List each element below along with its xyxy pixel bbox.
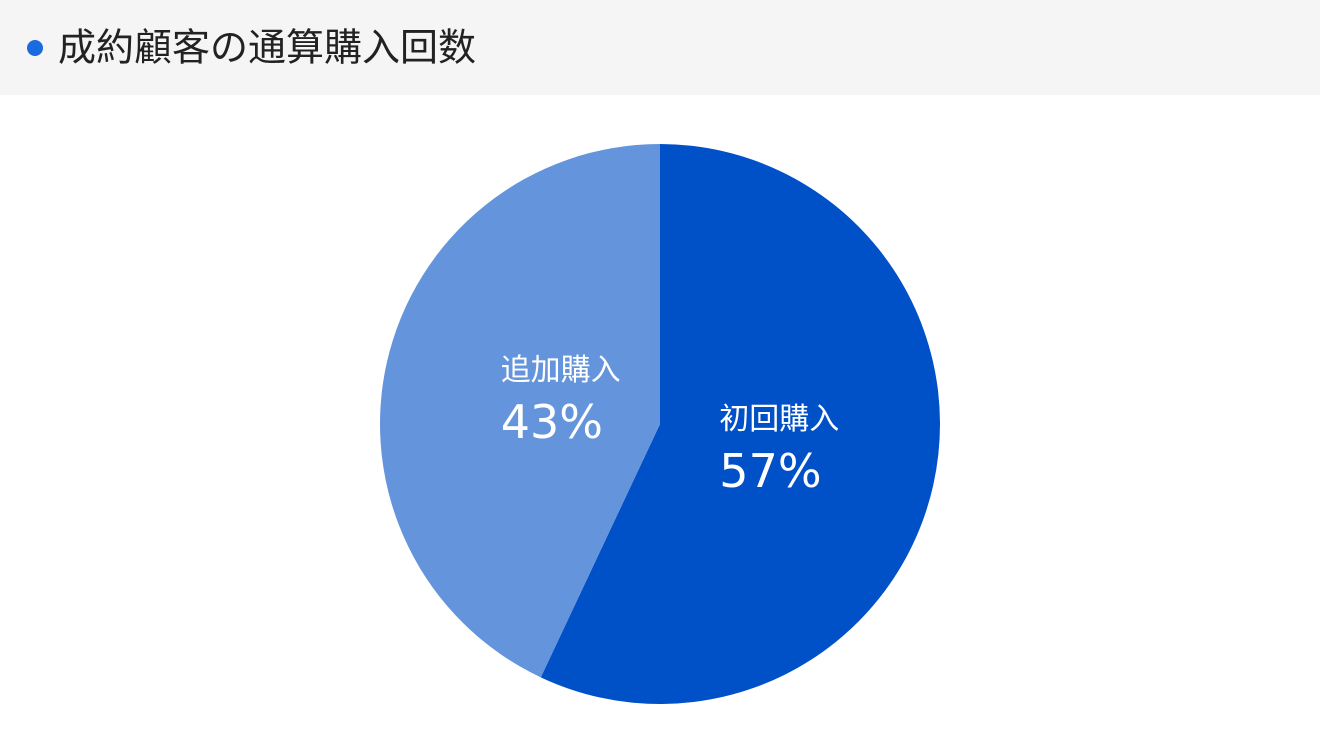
slice-label: 初回購入 — [719, 402, 839, 437]
pie-slice — [380, 144, 660, 678]
chart-title: 成約顧客の通算購入回数 — [58, 26, 476, 70]
slice-value-label: 43% — [501, 395, 603, 449]
header-bar — [0, 0, 1320, 95]
title-bullet — [27, 40, 43, 56]
slice-label: 追加購入 — [501, 353, 621, 388]
slice-value-label: 57% — [719, 444, 821, 498]
pie-slice — [540, 144, 941, 704]
